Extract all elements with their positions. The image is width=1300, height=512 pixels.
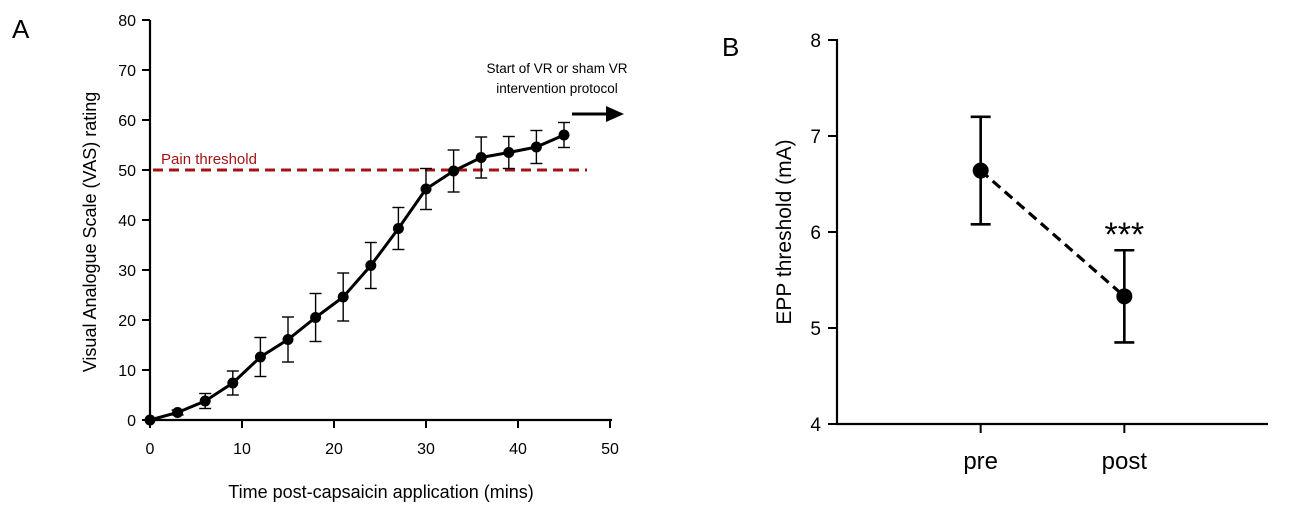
panel-a-y-tick-label: 0 bbox=[127, 413, 136, 430]
panel-a-x-tick-label: 0 bbox=[146, 441, 155, 458]
panel-a-y-tick-label: 40 bbox=[118, 213, 136, 230]
panel-b-data-point bbox=[1116, 288, 1133, 305]
panel-a-data-point bbox=[337, 291, 349, 303]
intervention-annotation: Start of VR or sham VR intervention prot… bbox=[486, 61, 628, 122]
panel-b-connector-line bbox=[979, 169, 1126, 298]
panel-a-data-point bbox=[392, 223, 404, 234]
panel-b-label: B bbox=[722, 32, 739, 62]
panel-b-data-point bbox=[972, 162, 989, 179]
significance-marker: *** bbox=[1104, 216, 1144, 254]
panel-a-y-tick-label: 20 bbox=[118, 313, 136, 330]
panel-b-x-ticks: pre post bbox=[963, 424, 1147, 475]
panel-a-label: A bbox=[12, 14, 30, 44]
panel-a-x-tick-label: 10 bbox=[233, 441, 251, 458]
panel-a-y-tick-label: 60 bbox=[118, 113, 136, 130]
panel-a-data-point bbox=[503, 147, 515, 158]
panel-a-y-ticks: 0 10 20 30 40 50 60 70 80 bbox=[118, 13, 150, 430]
panel-a-data-point bbox=[420, 183, 432, 195]
panel-b-y-tick-label: 8 bbox=[810, 31, 821, 52]
panel-a-data-point bbox=[199, 395, 211, 407]
panel-a-x-tick-label: 50 bbox=[601, 441, 619, 458]
panel-a-x-tick-label: 40 bbox=[509, 441, 527, 458]
panel-a-y-tick-label: 80 bbox=[118, 13, 136, 30]
annotation-arrow-head bbox=[606, 106, 624, 122]
panel-a-y-tick-label: 50 bbox=[118, 163, 136, 180]
panel-a-x-axis-label: Time post-capsaicin application (mins) bbox=[228, 482, 533, 502]
panel-a-data-point bbox=[310, 312, 322, 323]
panel-a-axes: 0 10 20 30 40 50 60 70 80 0 10 20 30 40 50 bbox=[118, 13, 619, 458]
panel-b-y-tick-label: 6 bbox=[810, 223, 821, 244]
panel-b-y-tick-label: 5 bbox=[810, 319, 821, 340]
panel-b-y-tick-label: 4 bbox=[810, 415, 821, 436]
panel-a-data-point bbox=[448, 165, 460, 177]
panel-a-y-tick-label: 70 bbox=[118, 63, 136, 80]
panel-a-data-point bbox=[254, 351, 266, 363]
panel-b-y-ticks: 4 5 6 7 8 bbox=[810, 31, 837, 436]
panel-a-x-tick-label: 30 bbox=[417, 441, 435, 458]
panel-a-x-tick-label: 20 bbox=[325, 441, 343, 458]
panel-a-data-point bbox=[227, 377, 239, 389]
panel-b-y-axis-label: EPP threshold (mA) bbox=[773, 139, 796, 324]
panel-b-x-tick-label: post bbox=[1102, 448, 1148, 475]
pain-threshold-reference: Pain threshold bbox=[153, 151, 587, 172]
pain-threshold-label: Pain threshold bbox=[161, 151, 257, 168]
panel-b-y-tick-label: 7 bbox=[810, 127, 821, 148]
panel-b: B 4 5 6 7 8 pre post *** EPP threshold (mA) bbox=[722, 31, 1268, 475]
panel-a-x-ticks: 0 10 20 30 40 50 bbox=[146, 420, 619, 458]
panel-a-series-line bbox=[149, 133, 565, 422]
panel-a-data-point bbox=[144, 414, 156, 426]
panel-b-x-tick-label: pre bbox=[963, 448, 998, 475]
panel-a-data-point bbox=[172, 407, 184, 418]
panel-a-data-point bbox=[282, 334, 294, 345]
panel-a-y-tick-label: 10 bbox=[118, 363, 136, 380]
panel-a-plot bbox=[144, 121, 570, 426]
panel-a-data-point bbox=[475, 152, 487, 163]
panel-a-y-tick-label: 30 bbox=[118, 263, 136, 280]
panel-b-plot bbox=[970, 115, 1135, 344]
panel-a-y-axis-label: Visual Analogue Scale (VAS) rating bbox=[80, 92, 100, 373]
panel-a: A 0 10 20 30 40 50 60 70 80 0 10 20 30 40 50 Pain thr… bbox=[12, 13, 628, 502]
panel-b-axes: 4 5 6 7 8 pre post bbox=[810, 31, 1268, 475]
panel-a-data-point bbox=[365, 260, 377, 271]
panel-a-data-point bbox=[530, 141, 542, 153]
panel-a-data-point bbox=[558, 129, 570, 141]
annotation-line-2: intervention protocol bbox=[496, 81, 618, 96]
annotation-line-1: Start of VR or sham VR bbox=[486, 61, 627, 76]
